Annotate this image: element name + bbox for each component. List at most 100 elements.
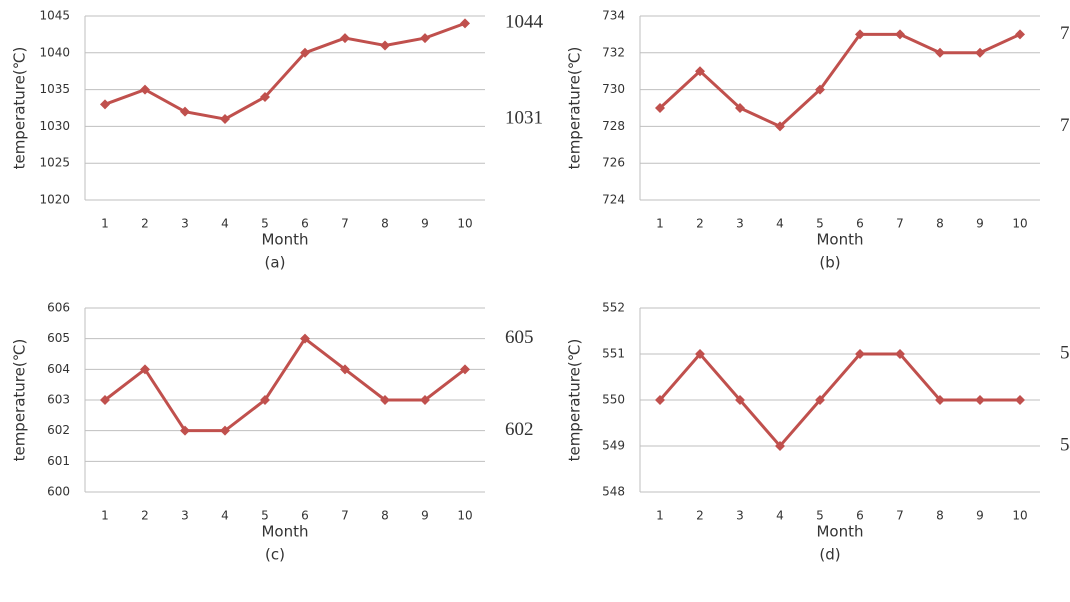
y-axis-label: temperature(℃) xyxy=(566,47,584,170)
y-tick-label: 734 xyxy=(602,9,625,23)
x-tick-label: 5 xyxy=(261,217,269,231)
marker xyxy=(460,18,470,28)
chart-panel: 548 549 550 551 552 1 2 3 4 5 6 7 8 9 10 Month temperatu… xyxy=(566,301,1070,564)
annotation: 1044 xyxy=(505,12,544,33)
y-tick-label: 724 xyxy=(602,193,625,207)
x-tick-label: 2 xyxy=(696,509,704,523)
x-tick-label: 1 xyxy=(656,217,664,231)
x-tick-label: 3 xyxy=(181,217,189,231)
x-tick-label: 5 xyxy=(261,509,269,523)
x-tick-label: 6 xyxy=(301,217,309,231)
x-tick-label: 2 xyxy=(696,217,704,231)
x-tick-label: 3 xyxy=(736,217,744,231)
annotation: 728 xyxy=(1060,115,1070,136)
y-tick-label: 1025 xyxy=(39,156,70,170)
y-tick-label: 604 xyxy=(47,362,70,376)
x-tick-label: 5 xyxy=(816,509,824,523)
x-axis-label: Month xyxy=(816,523,863,541)
x-tick-label: 3 xyxy=(181,509,189,523)
y-tick-label: 1035 xyxy=(39,82,70,96)
x-tick-label: 7 xyxy=(341,217,349,231)
marker xyxy=(1015,395,1025,405)
x-tick-label: 9 xyxy=(976,217,984,231)
marker xyxy=(1015,29,1025,39)
y-tick-label: 1040 xyxy=(39,45,70,59)
x-tick-label: 4 xyxy=(776,509,784,523)
y-tick-label: 601 xyxy=(47,454,70,468)
y-tick-label: 1045 xyxy=(39,9,70,23)
y-tick-label: 728 xyxy=(602,119,625,133)
x-tick-label: 9 xyxy=(976,509,984,523)
y-tick-label: 550 xyxy=(602,393,625,407)
y-tick-label: 1030 xyxy=(39,119,70,133)
y-axis-label: temperature(℃) xyxy=(566,339,584,462)
y-tick-label: 602 xyxy=(47,423,70,437)
y-tick-label: 730 xyxy=(602,82,625,96)
x-tick-label: 8 xyxy=(936,217,944,231)
y-tick-label: 606 xyxy=(47,301,70,315)
y-axis-label: temperature(℃) xyxy=(11,339,29,462)
annotation: 1031 xyxy=(505,107,543,128)
y-tick-label: 726 xyxy=(602,156,625,170)
annotation: 551 xyxy=(1060,342,1070,363)
x-tick-label: 6 xyxy=(301,509,309,523)
y-tick-label: 551 xyxy=(602,347,625,361)
data-line xyxy=(105,23,465,119)
annotation: 549 xyxy=(1060,434,1070,455)
x-tick-label: 4 xyxy=(221,217,229,231)
y-tick-label: 605 xyxy=(47,331,70,345)
annotation: 605 xyxy=(505,327,534,348)
x-tick-label: 4 xyxy=(776,217,784,231)
annotation: 602 xyxy=(505,419,534,440)
marker xyxy=(975,395,985,405)
marker xyxy=(975,48,985,58)
marker xyxy=(935,48,945,58)
y-tick-label: 549 xyxy=(602,439,625,453)
caption: (c) xyxy=(265,546,285,564)
y-tick-label: 1020 xyxy=(39,193,70,207)
x-tick-label: 1 xyxy=(101,509,109,523)
x-tick-label: 6 xyxy=(856,509,864,523)
marker xyxy=(340,33,350,43)
x-tick-label: 3 xyxy=(736,509,744,523)
marker xyxy=(895,29,905,39)
caption: (d) xyxy=(819,546,840,564)
y-tick-label: 732 xyxy=(602,45,625,59)
caption: (a) xyxy=(265,254,286,272)
x-tick-label: 8 xyxy=(936,509,944,523)
x-tick-label: 8 xyxy=(381,509,389,523)
x-tick-label: 6 xyxy=(856,217,864,231)
data-line xyxy=(105,339,465,431)
data-line xyxy=(660,34,1020,126)
caption: (b) xyxy=(819,254,840,272)
y-tick-label: 552 xyxy=(602,301,625,315)
chart-panel: 1020 1025 1030 1035 1040 1045 1 2 3 4 5 6 7 8 9 10 Month… xyxy=(11,9,544,272)
x-tick-label: 2 xyxy=(141,509,149,523)
x-tick-label: 10 xyxy=(1012,509,1027,523)
marker xyxy=(420,33,430,43)
y-tick-label: 548 xyxy=(602,485,625,499)
marker xyxy=(100,99,110,109)
y-tick-label: 600 xyxy=(47,485,70,499)
x-tick-label: 8 xyxy=(381,217,389,231)
x-tick-label: 7 xyxy=(896,217,904,231)
x-tick-label: 10 xyxy=(1012,217,1027,231)
x-tick-label: 10 xyxy=(457,509,472,523)
x-tick-label: 5 xyxy=(816,217,824,231)
annotation: 733 xyxy=(1060,23,1070,44)
x-tick-label: 10 xyxy=(457,217,472,231)
x-tick-label: 4 xyxy=(221,509,229,523)
x-tick-label: 1 xyxy=(101,217,109,231)
x-tick-label: 9 xyxy=(421,217,429,231)
x-tick-label: 1 xyxy=(656,509,664,523)
x-tick-label: 7 xyxy=(896,509,904,523)
x-axis-label: Month xyxy=(261,231,308,249)
y-axis-label: temperature(℃) xyxy=(11,47,29,170)
x-tick-label: 2 xyxy=(141,217,149,231)
x-axis-label: Month xyxy=(261,523,308,541)
marker xyxy=(380,40,390,50)
y-tick-label: 603 xyxy=(47,393,70,407)
